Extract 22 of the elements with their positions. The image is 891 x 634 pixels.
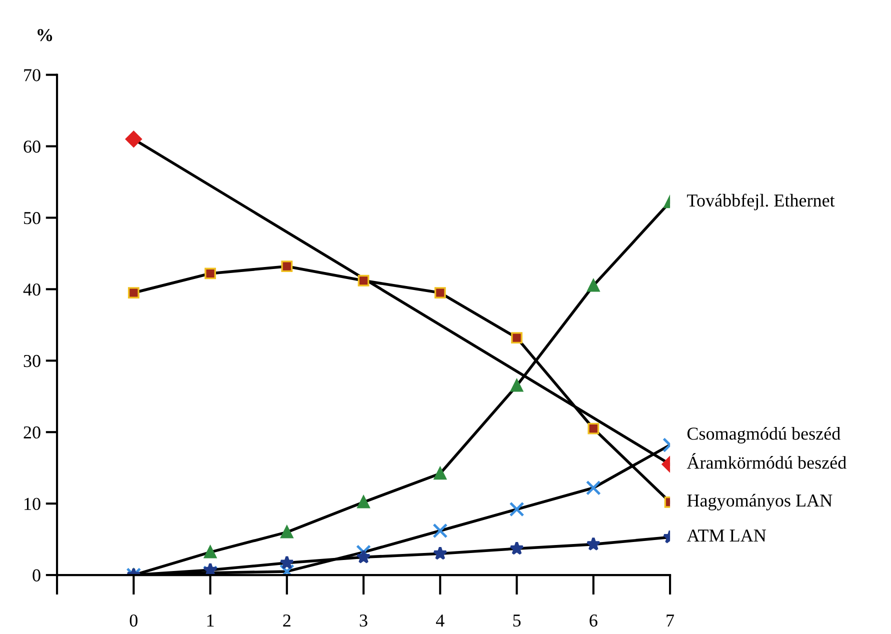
y-tick-label: 40 — [23, 283, 40, 296]
x-tick-label: 0 — [130, 614, 138, 627]
series-label: Hagyományos LAN — [687, 494, 832, 510]
y-axis-title: % — [38, 28, 52, 42]
x-tick-label: 1 — [207, 614, 214, 626]
series-label: Csomagmódú beszéd — [687, 427, 840, 444]
y-tick-label: 50 — [24, 212, 40, 224]
x-tick-label: 7 — [666, 614, 674, 626]
y-tick-label: 20 — [24, 426, 40, 439]
x-tick-label: 2 — [283, 614, 290, 626]
series-label: Áramkörmódú beszéd — [686, 453, 846, 469]
series-label: Továbbfejl. Ethernet — [687, 194, 835, 210]
y-tick-label: 10 — [24, 498, 40, 510]
y-tick-label: 70 — [24, 69, 40, 82]
x-tick-label: 4 — [436, 614, 444, 626]
x-tick-label: 3 — [360, 614, 368, 627]
series-label: ATM LAN — [686, 530, 766, 542]
x-tick-label: 5 — [513, 614, 521, 627]
y-tick-label: 0 — [32, 569, 40, 582]
y-tick-label: 60 — [24, 140, 40, 153]
x-tick-label: 6 — [590, 614, 598, 627]
y-tick-label: 30 — [24, 354, 40, 368]
